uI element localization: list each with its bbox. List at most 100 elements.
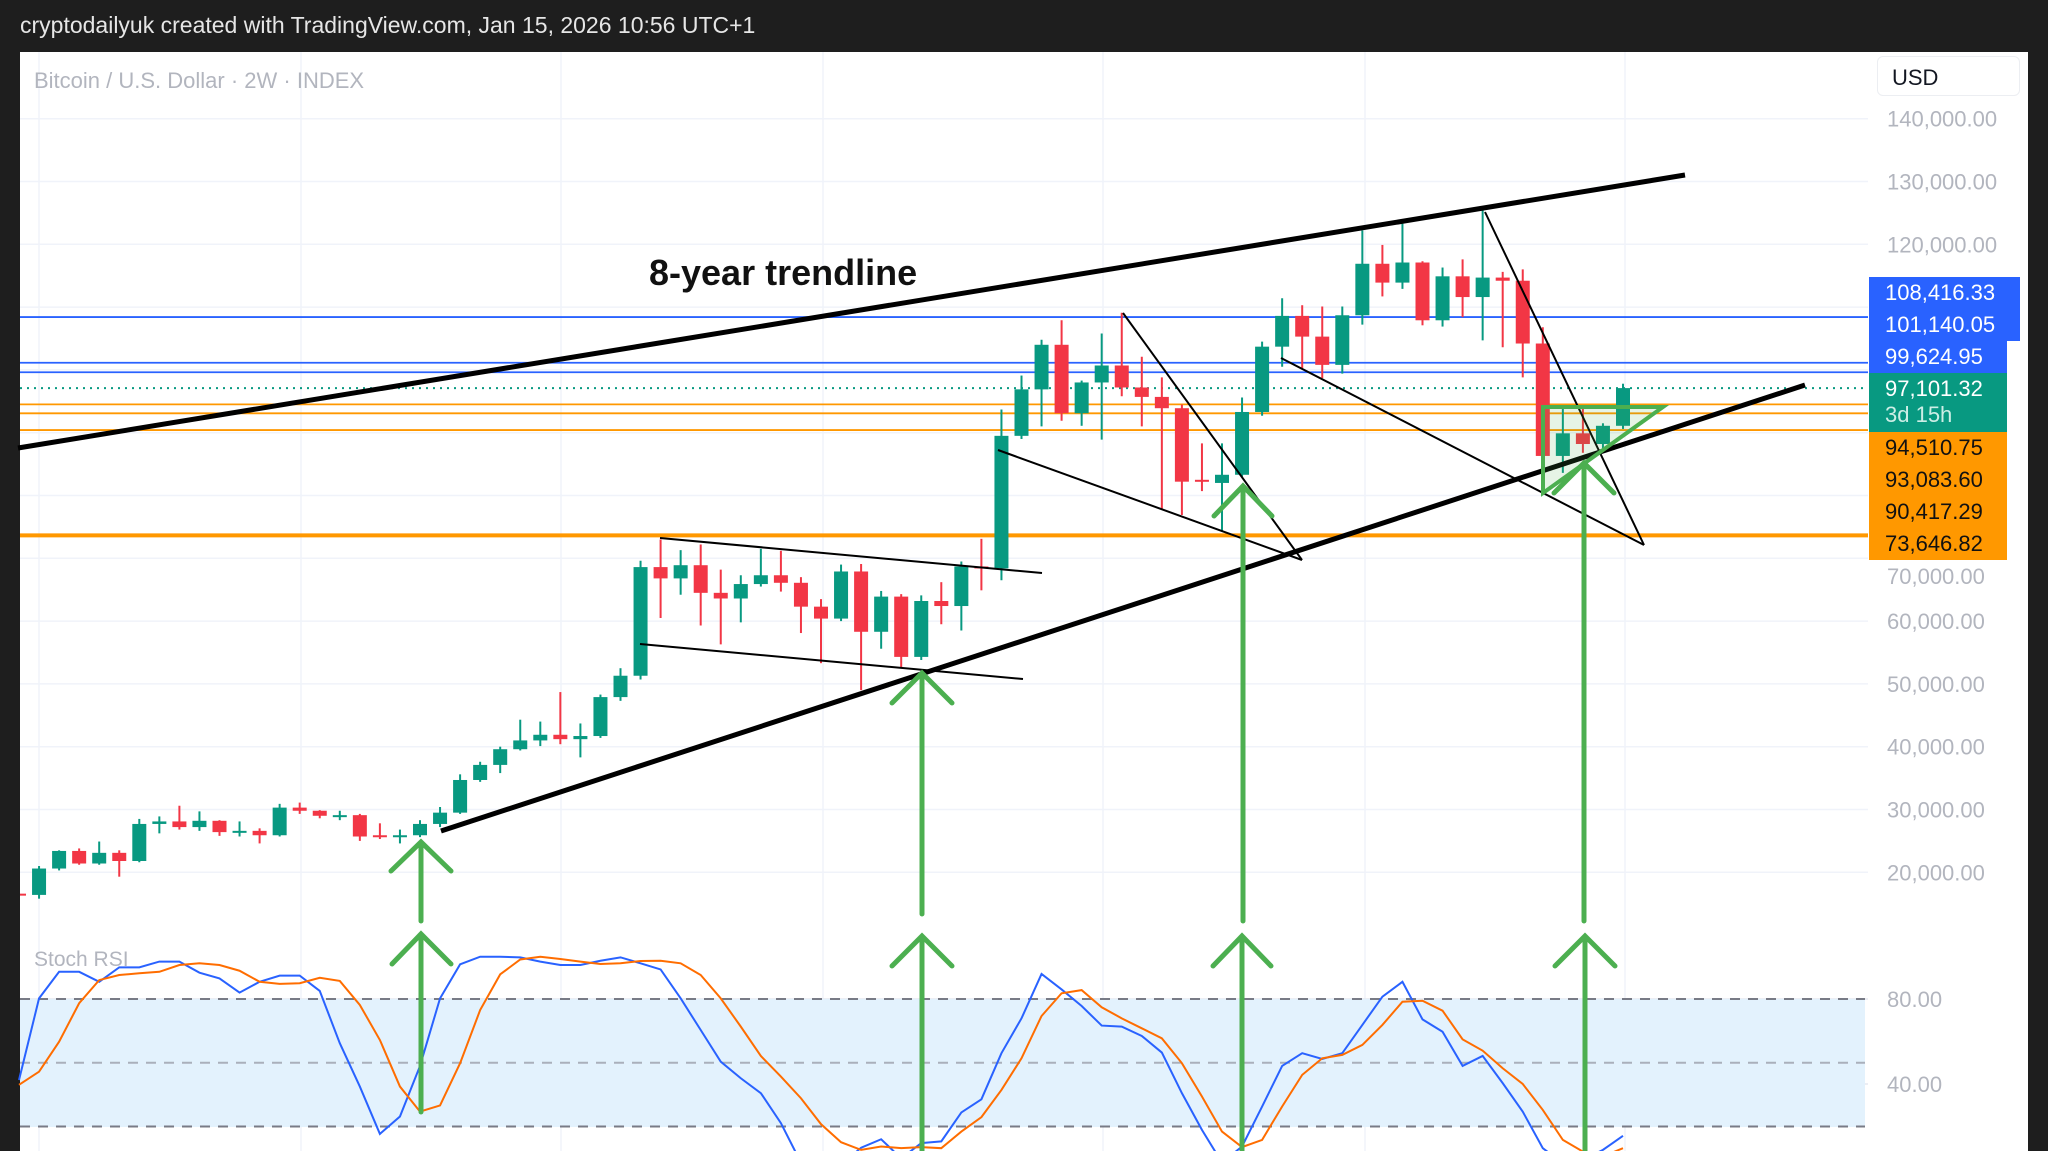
candle-body (1315, 336, 1330, 365)
candle-body (533, 734, 548, 741)
candle-body (352, 815, 367, 837)
candle-body (793, 582, 808, 607)
stoch-rsi-lines (18, 955, 1624, 1151)
candle (1475, 208, 1490, 341)
candle (814, 599, 828, 664)
candle (413, 820, 427, 838)
candle-body (372, 835, 387, 838)
candle-body (1114, 365, 1129, 388)
candle (433, 806, 448, 828)
candle-body (1174, 408, 1189, 482)
candle (874, 590, 889, 649)
candle (513, 719, 528, 751)
candle-body (914, 601, 929, 657)
candle-body (1415, 262, 1430, 321)
candle (453, 774, 468, 814)
candle-body (513, 740, 528, 750)
candle-body (1355, 263, 1370, 316)
price-tag: 90,417.29 (1869, 496, 2007, 528)
arrow-up-icon[interactable] (889, 669, 955, 917)
currency-button[interactable]: USD (1877, 56, 2020, 96)
price-tag: 101,140.05 (1869, 309, 2020, 341)
upper-trendline[interactable] (17, 172, 1686, 451)
stoch-k-line (18, 955, 1624, 1151)
candle (753, 548, 768, 587)
arrow-up-icon[interactable] (1552, 932, 1618, 1151)
flag-bottom-line[interactable] (639, 643, 1024, 680)
price-axis-label: 40,000.00 (1887, 735, 1985, 760)
stoch-levels (20, 998, 1865, 1128)
candle-body (1335, 315, 1350, 365)
price-axis-label: 130,000.00 (1887, 170, 1997, 195)
candle-body (673, 565, 688, 579)
price-axis[interactable]: 140,000.00 130,000.00 120,000.00 70,000.00 6… (1887, 107, 1997, 1097)
price-tag: 93,083.60 (1869, 464, 2007, 496)
candle-body (633, 567, 648, 676)
chart-attribution: cryptodailyuk created with TradingView.c… (20, 12, 756, 38)
candle (954, 561, 969, 631)
candle-body (1495, 277, 1510, 281)
candle (272, 803, 287, 837)
indicator-label[interactable]: Stoch RSI (34, 948, 129, 971)
candle (1315, 306, 1330, 379)
arrows[interactable] (388, 459, 1618, 1151)
candle (653, 539, 668, 618)
price-axis-label: 140,000.00 (1887, 107, 1997, 132)
candle-body (553, 734, 568, 740)
horizontal-levels[interactable] (20, 316, 1868, 538)
stoch-axis-label: 40.00 (1887, 1072, 1942, 1097)
candle (232, 821, 247, 837)
arrow-up-icon[interactable] (388, 838, 454, 924)
lower-trendline[interactable] (440, 382, 1806, 834)
candle-body (693, 565, 708, 593)
candle-body (453, 779, 468, 813)
candle (1395, 223, 1410, 289)
candle (1215, 443, 1229, 531)
price-axis-label: 60,000.00 (1887, 609, 1985, 634)
candle (1255, 341, 1270, 416)
candle (1074, 380, 1089, 426)
arrow-up-icon[interactable] (889, 932, 955, 1151)
candle-body (152, 821, 167, 824)
candle-body (653, 567, 668, 579)
flag-top-line[interactable] (659, 537, 1043, 574)
arrow-up-icon[interactable] (1551, 459, 1617, 924)
candle (1595, 423, 1610, 449)
arrow-up-icon[interactable] (1211, 482, 1275, 924)
candle-body (212, 820, 227, 833)
candle (152, 816, 167, 834)
candle-body (854, 571, 869, 632)
candle-body (894, 596, 909, 657)
candle-body (713, 592, 728, 599)
candle-body (1435, 276, 1450, 321)
arrow-up-icon[interactable] (389, 930, 454, 1115)
wedge-1-top[interactable] (1122, 312, 1303, 561)
candle-body (753, 575, 768, 585)
candle (834, 564, 849, 622)
candle-body (773, 575, 788, 583)
trendline-annotation: 8-year trendline (649, 252, 918, 293)
candle (372, 823, 387, 840)
price-tag: 99,624.95 (1869, 341, 2007, 373)
candle (352, 813, 367, 841)
candle (1014, 375, 1029, 439)
wedge-2-top[interactable] (1484, 211, 1645, 546)
candle-body (1395, 262, 1410, 283)
arrow-up-icon[interactable] (1210, 932, 1274, 1151)
candle-body (1014, 389, 1029, 436)
candle (1194, 443, 1209, 492)
candle (1515, 269, 1530, 378)
candle (1275, 298, 1290, 367)
candle-body (473, 764, 488, 780)
candle (573, 723, 588, 758)
symbol-title[interactable]: Bitcoin / U.S. Dollar · 2W · INDEX (34, 68, 365, 93)
candle (533, 721, 548, 747)
candle-body (1475, 277, 1490, 298)
candle-body (1194, 479, 1209, 482)
candle-body (172, 821, 187, 828)
candle (1034, 339, 1049, 427)
wedge-1-bottom[interactable] (997, 449, 1303, 561)
chart-area[interactable] (20, 52, 2028, 1151)
candle (733, 575, 748, 623)
